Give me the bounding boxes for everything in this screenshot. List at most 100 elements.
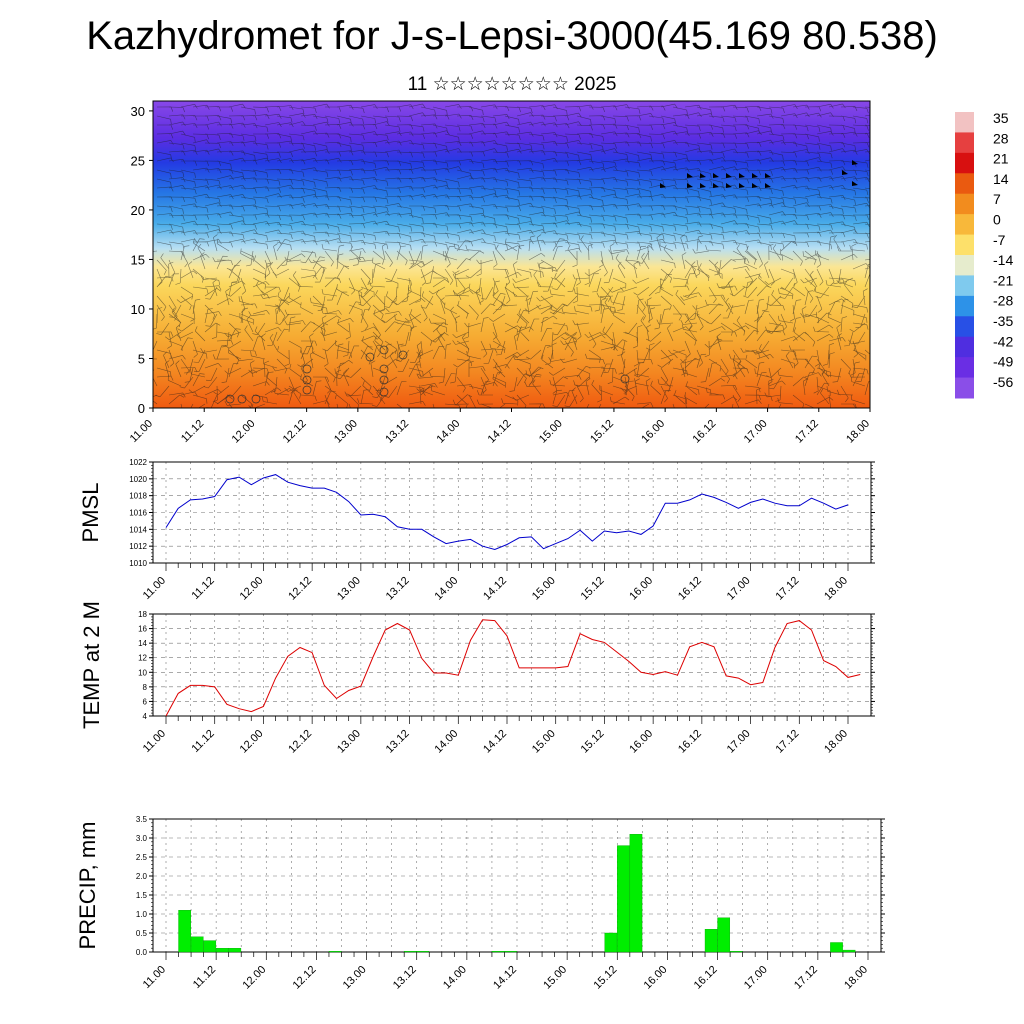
wind-barb	[792, 124, 809, 132]
wind-barb	[192, 160, 209, 167]
wind-barb	[804, 355, 818, 369]
wind-barb	[588, 334, 606, 342]
wind-barb	[744, 399, 762, 405]
wind-barb	[153, 340, 158, 351]
wind-barb	[682, 286, 698, 298]
wind-barb	[504, 205, 521, 212]
wind-barb	[492, 205, 509, 213]
wind-barb	[504, 196, 520, 206]
wind-barb	[816, 241, 833, 250]
wind-barb	[464, 322, 482, 328]
wind-barb	[408, 250, 415, 268]
wind-barb	[744, 178, 762, 184]
wind-barb	[672, 223, 689, 231]
wind-barb	[852, 232, 869, 239]
wind-barb	[672, 313, 690, 319]
wind-barb	[336, 291, 348, 306]
wind-barb	[480, 140, 498, 146]
wind-barb	[444, 205, 461, 212]
wind-barb	[540, 115, 557, 122]
wind-barb	[275, 306, 281, 324]
wind-barb	[756, 372, 767, 387]
wind-barb	[336, 160, 354, 166]
wind-barb	[804, 187, 821, 196]
wind-barb	[205, 367, 218, 381]
wind-barb	[480, 167, 498, 173]
wind-barb	[744, 299, 754, 315]
wind-barb	[755, 340, 770, 353]
wind-barb	[708, 268, 723, 279]
wind-barb	[636, 196, 654, 202]
wind-barb	[396, 168, 414, 174]
wind-barb	[468, 394, 476, 408]
wind-barb	[156, 223, 173, 230]
wind-barb	[840, 304, 855, 316]
wind-barb	[744, 115, 760, 124]
wind-barb	[312, 266, 327, 279]
wind-barb	[168, 159, 186, 164]
y-tick-label: 20	[131, 203, 145, 218]
wind-barb	[468, 177, 486, 183]
wind-barb	[672, 196, 689, 203]
colorbar-label: -14	[993, 252, 1013, 268]
wind-barb	[228, 150, 246, 156]
colorbar-label: 35	[993, 110, 1009, 126]
wind-barb	[636, 358, 653, 365]
wind-barb	[324, 367, 336, 383]
wind-barb	[660, 184, 678, 190]
wind-barb	[369, 281, 386, 288]
wind-barbs-layer	[153, 103, 870, 408]
wind-barb	[384, 106, 402, 112]
wind-barb	[312, 239, 330, 245]
wind-barb	[764, 261, 770, 279]
wind-barb	[468, 283, 482, 297]
wind-barb	[696, 187, 712, 197]
wind-barb	[416, 360, 422, 378]
wind-barb	[187, 261, 194, 279]
wind-barb	[216, 241, 233, 248]
wind-barb	[246, 250, 254, 267]
wind-barb	[564, 140, 582, 145]
wind-barb	[171, 307, 182, 324]
wind-barb	[440, 297, 446, 315]
wind-barb	[300, 142, 316, 151]
wind-barb	[360, 232, 377, 241]
wind-barb	[415, 286, 422, 303]
wind-barb	[192, 185, 210, 191]
x-tick-label: 13.00	[332, 418, 360, 446]
wind-barb	[708, 151, 725, 158]
wind-barb	[636, 325, 643, 342]
wind-barb	[584, 331, 602, 338]
wind-barb	[240, 133, 257, 141]
wind-barb	[660, 308, 670, 324]
wind-barb	[194, 326, 206, 342]
wind-barb	[800, 313, 818, 318]
wind-barb	[552, 389, 562, 405]
precip-bar	[190, 936, 204, 953]
wind-barb	[180, 214, 197, 221]
wind-barb	[192, 268, 205, 283]
wind-barb	[348, 115, 364, 124]
strong-wind-flag	[739, 173, 745, 178]
wind-barb	[480, 381, 491, 396]
wind-barb	[420, 142, 437, 149]
wind-barb	[264, 360, 270, 378]
wind-barb	[708, 294, 726, 300]
wind-barb	[156, 331, 174, 337]
wind-barb	[432, 279, 449, 288]
wind-barb	[240, 169, 257, 177]
colorbar-label: -42	[993, 333, 1013, 349]
wind-barb	[168, 250, 185, 257]
calm-wind-marker	[251, 394, 261, 404]
wind-barb	[345, 322, 351, 340]
wind-barb	[624, 187, 641, 195]
wind-barb	[600, 142, 617, 149]
wind-barb	[624, 124, 640, 133]
wind-barb	[300, 346, 312, 360]
wind-barb	[780, 196, 797, 205]
wind-barb	[180, 245, 190, 261]
wind-barb	[248, 403, 266, 408]
wind-barb	[444, 268, 454, 285]
wind-barb	[720, 367, 730, 384]
wind-barb	[674, 390, 686, 405]
